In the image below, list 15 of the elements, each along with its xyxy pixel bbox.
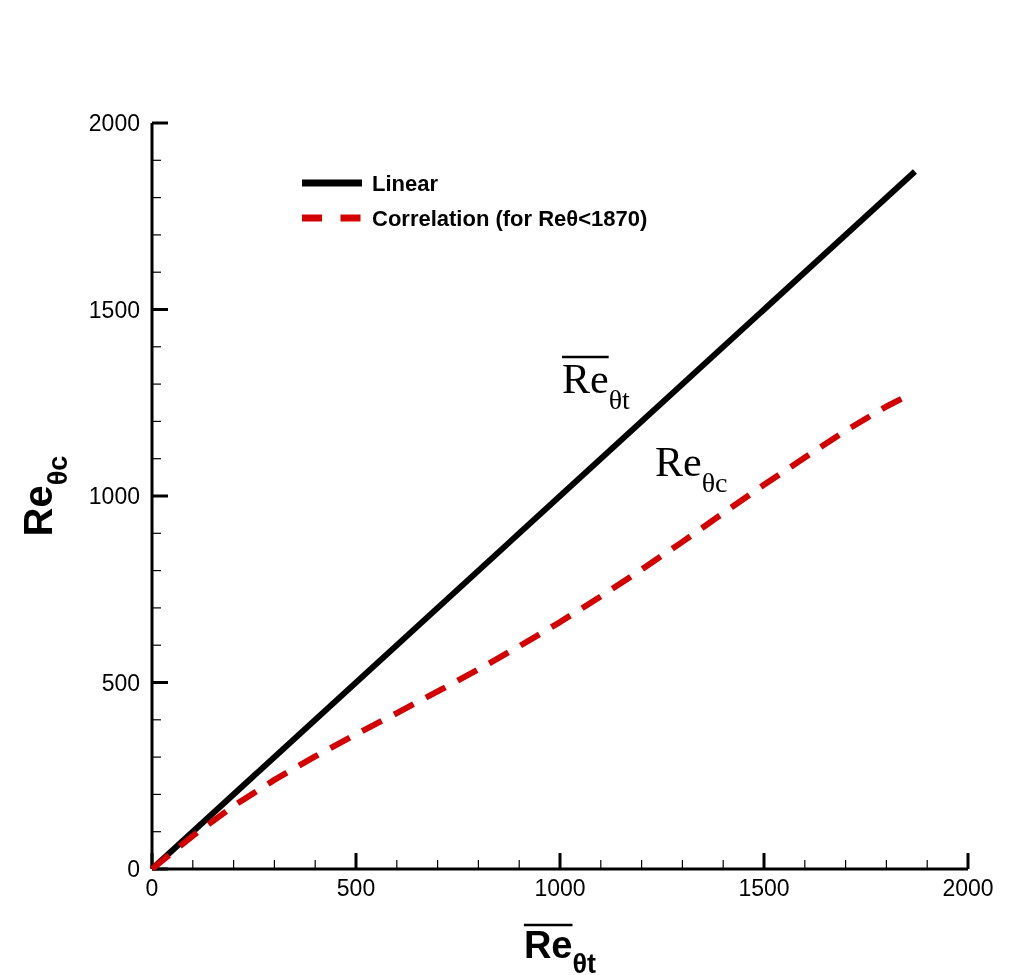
x-tick-label: 500 (336, 875, 376, 901)
y-tick-label: 0 (127, 856, 140, 882)
x-tick-label: 1500 (738, 875, 790, 901)
x-tick-label: 1000 (534, 875, 586, 901)
x-tick-label: 0 (145, 875, 159, 901)
annotation: Re$_{θt}$ (562, 356, 631, 415)
y-tick-label: 2000 (88, 110, 140, 136)
legend-label: Linear (372, 171, 439, 196)
y-tick-label: 500 (101, 669, 140, 696)
legend-label: Correlation (for Reθ<1870) (372, 206, 648, 231)
x-axis-title: Re$_{θt}$ (523, 924, 597, 975)
x-tick-label: 2000 (942, 875, 994, 901)
y-tick-label: 1500 (88, 296, 140, 323)
annotation: Re$_{θc}$ (655, 439, 728, 498)
y-tick-label: 1000 (88, 483, 140, 509)
